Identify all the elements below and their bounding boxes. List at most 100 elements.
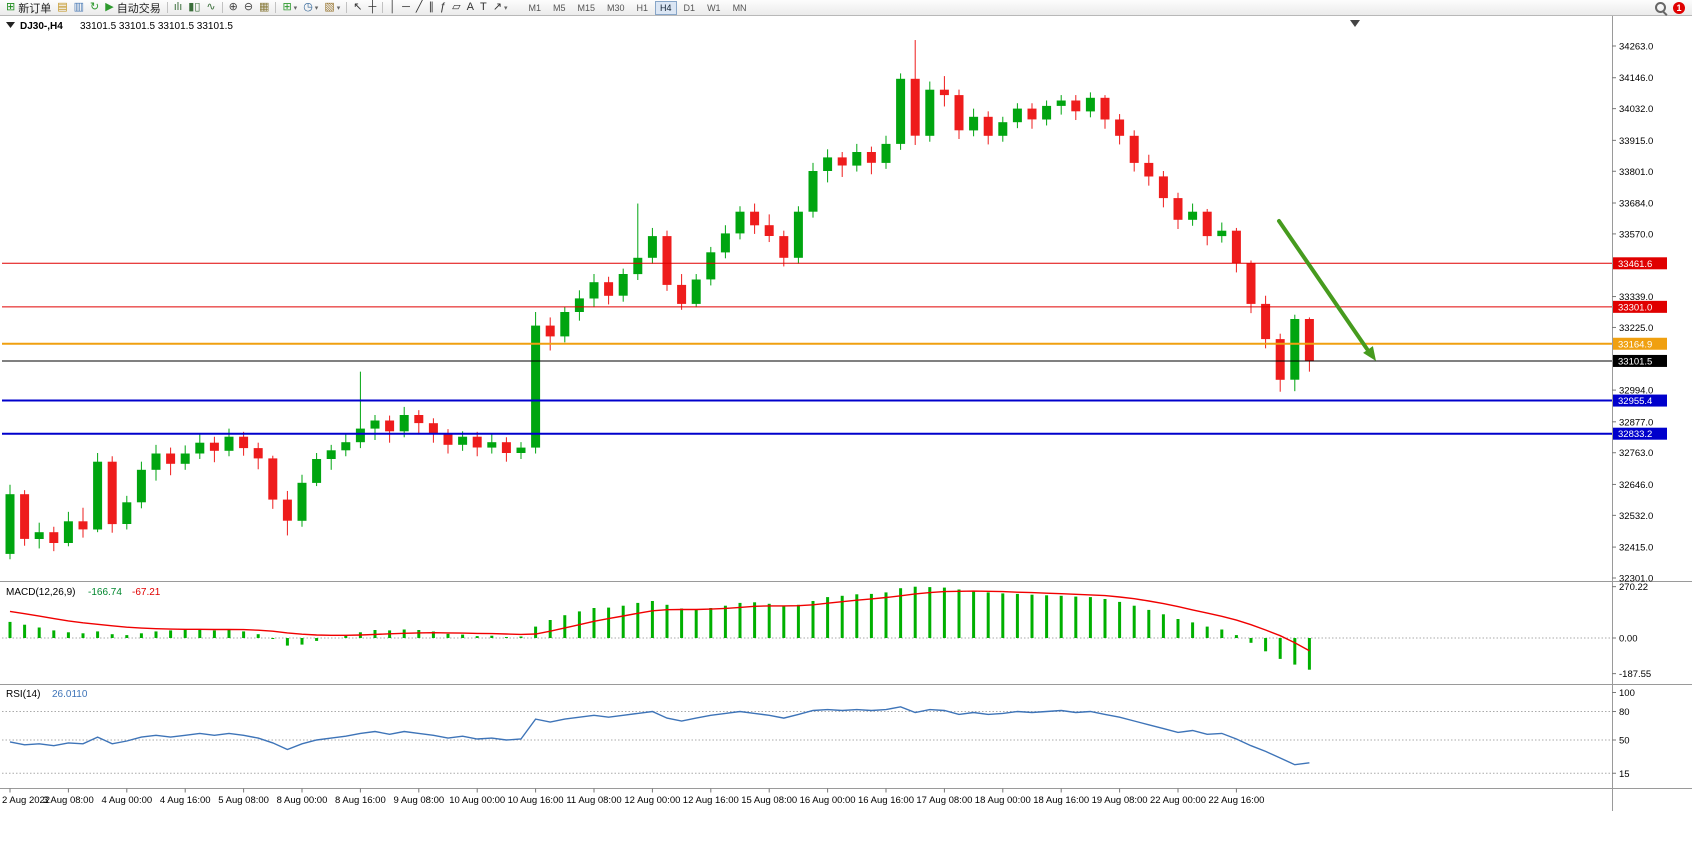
data-window-icon[interactable]: ▥ (71, 1, 87, 15)
time-axis-label: 11 Aug 08:00 (566, 795, 621, 806)
candle-bearish (954, 95, 964, 131)
horizontal-line-icon-glyph: ─ (402, 1, 410, 13)
toolbar-separator (346, 2, 348, 13)
candle-bullish (34, 532, 44, 539)
timeframe-m1[interactable]: M1 (528, 2, 541, 13)
candle-bearish (677, 284, 687, 304)
zoom-out-icon[interactable]: ⊖ (241, 1, 256, 15)
data-window-icon-glyph: ▥ (73, 1, 85, 13)
candle-bullish (560, 312, 570, 337)
candle-bullish (574, 298, 584, 312)
rsi-axis-label: 15 (1619, 769, 1630, 780)
chevron-down-icon: ▾ (336, 4, 341, 12)
timeframe-h4[interactable]: H4 (655, 0, 677, 15)
chevron-down-icon: ▾ (314, 4, 319, 12)
candle-bullish (823, 157, 833, 171)
label-icon[interactable]: T (477, 1, 490, 15)
candle-bearish (662, 236, 672, 285)
trend-arrow-head (1363, 346, 1376, 361)
price-axis-label: 32877.0 (1619, 417, 1653, 428)
candle-bullish (720, 233, 730, 253)
time-axis-label: 5 Aug 08:00 (218, 795, 269, 806)
candle-bearish (428, 423, 438, 434)
candle-bearish (282, 499, 292, 521)
candle-bullish (969, 116, 979, 131)
candle-bullish (1042, 105, 1052, 120)
new-order-button[interactable]: ⊞ 新订单 (3, 1, 54, 15)
text-icon[interactable]: A (464, 1, 477, 15)
candle-bullish (852, 152, 862, 166)
price-axis-label: 34263.0 (1619, 42, 1653, 53)
candle-bullish (458, 436, 468, 445)
candle-bullish (1188, 211, 1198, 220)
timeframe-m15[interactable]: M15 (577, 2, 595, 13)
cursor-icon[interactable]: ↖ (350, 1, 365, 15)
macd-signal-line (9, 590, 1310, 652)
channel-icon[interactable]: ∥ (426, 1, 438, 15)
timeframe-m5[interactable]: M5 (552, 2, 566, 13)
candle-bearish (837, 157, 847, 166)
candle-bearish (1144, 162, 1154, 177)
toolbar-separator (275, 2, 277, 13)
macd-label: MACD(12,26,9) (6, 587, 75, 598)
label-icon-glyph: T (479, 1, 487, 13)
timeframe-mn[interactable]: MN (732, 2, 747, 13)
candle-bearish (545, 325, 555, 337)
time-axis-label: 4 Aug 00:00 (101, 795, 152, 806)
search-icon[interactable] (1654, 1, 1667, 14)
zoom-in-icon[interactable]: ⊕ (226, 1, 241, 15)
horizontal-line-icon[interactable]: ─ (399, 1, 413, 15)
candle-bullish (633, 257, 643, 275)
crosshair-icon[interactable]: ┼ (365, 1, 379, 15)
arrows-icon[interactable]: ↗ ▾ (490, 1, 511, 15)
candle-bearish (1027, 108, 1037, 120)
price-axis-label: 33684.0 (1619, 198, 1653, 209)
notification-badge[interactable]: 1 (1673, 1, 1685, 14)
time-axis-label: 17 Aug 08:00 (916, 795, 972, 806)
candle-bearish (166, 453, 176, 464)
vertical-line-icon[interactable]: │ (386, 1, 399, 15)
trend-arrow[interactable] (1277, 219, 1369, 351)
candle-bullish (1290, 319, 1300, 380)
one-click-trading-toggle[interactable] (6, 22, 15, 28)
candle-bullish (647, 236, 657, 258)
bar-chart-icon[interactable]: ılı (171, 1, 186, 15)
price-axis-label: 33570.0 (1619, 229, 1653, 240)
trendline-icon[interactable]: ╱ (413, 1, 426, 15)
navigator-icon[interactable]: ↻ (87, 1, 102, 15)
candlestick-chart-icon[interactable]: ▮▯ (185, 1, 203, 15)
time-axis-label: 10 Aug 00:00 (449, 795, 505, 806)
timeframe-m30[interactable]: M30 (607, 2, 625, 13)
new-order-button-glyph: ⊞ (6, 1, 16, 13)
candle-bullish (151, 453, 161, 470)
toolbar-separator (382, 2, 384, 13)
indicators-icon-glyph: ⊞ (282, 1, 292, 13)
timeframe-d1[interactable]: D1 (683, 2, 696, 13)
autotrade-button[interactable]: ▶ 自动交易 (102, 1, 163, 15)
candle-bullish (516, 447, 526, 453)
candle-bearish (1275, 339, 1285, 380)
shapes-icon[interactable]: ▱ (449, 1, 463, 15)
candle-bullish (297, 482, 307, 521)
chart-shift-marker[interactable] (1350, 20, 1360, 27)
candle-bullish (925, 89, 935, 136)
price-tag (1613, 394, 1667, 407)
market-watch-icon[interactable]: ▤ (54, 1, 70, 15)
chart-canvas[interactable]: 34263.0 34146.0 34032.0 33915.0 33801.0 33684… (0, 16, 1692, 842)
line-chart-icon[interactable]: ∿ (203, 1, 218, 15)
candle-bullish (195, 442, 205, 454)
templates-icon[interactable]: ▧ ▾ (321, 1, 343, 15)
price-tag (1613, 337, 1667, 350)
price-tag (1613, 257, 1667, 270)
periods-icon[interactable]: ◷ ▾ (300, 1, 321, 15)
candle-bearish (49, 532, 59, 543)
candle-bullish (531, 325, 541, 448)
timeframe-w1[interactable]: W1 (707, 2, 721, 13)
candle-bullish (793, 211, 803, 258)
tile-windows-icon[interactable]: ▦ (256, 1, 272, 15)
fibonacci-icon[interactable]: ƒ (437, 1, 449, 15)
indicators-icon[interactable]: ⊞ ▾ (279, 1, 300, 15)
candle-bearish (764, 225, 774, 236)
price-axis-label: 32301.0 (1619, 574, 1653, 585)
timeframe-h1[interactable]: H1 (636, 2, 649, 13)
